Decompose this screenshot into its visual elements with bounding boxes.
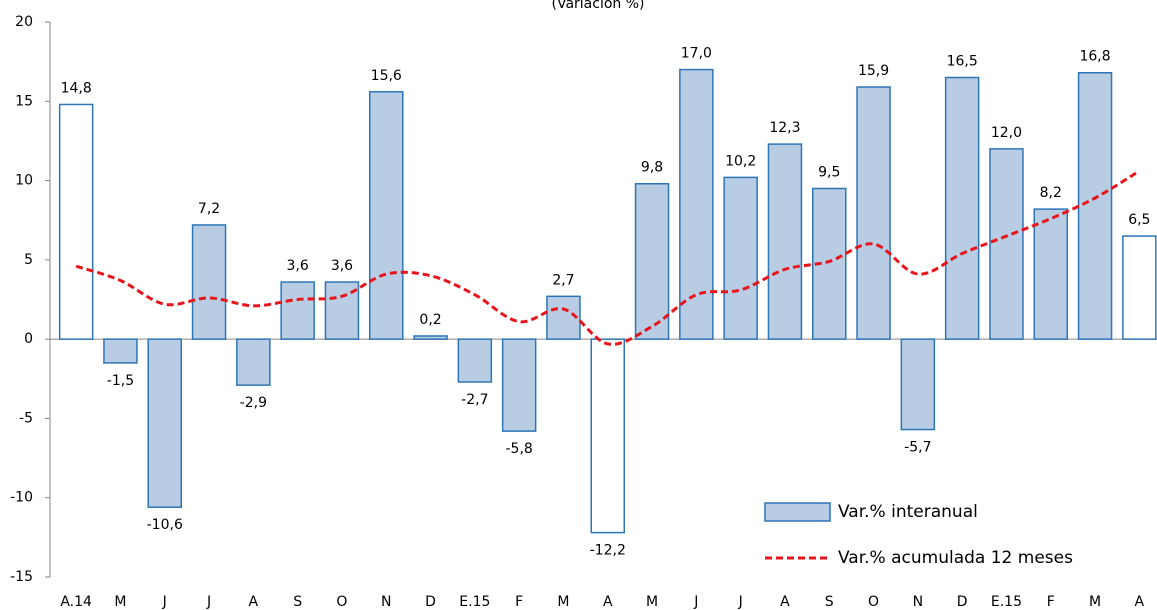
y-tick-label: -5 xyxy=(19,410,33,426)
x-tick-label: M xyxy=(646,594,658,610)
x-tick-label: J xyxy=(693,594,698,610)
bar xyxy=(723,176,758,340)
bar xyxy=(413,335,448,340)
y-tick-label: 20 xyxy=(15,14,33,30)
x-tick-label: S xyxy=(293,594,302,610)
data-label: 6,5 xyxy=(1128,212,1150,228)
y-tick-label: -15 xyxy=(10,569,33,585)
bar xyxy=(856,86,891,340)
x-tick-label: J xyxy=(738,594,743,610)
data-label: 16,5 xyxy=(947,54,978,70)
x-tick-label: J xyxy=(206,594,211,610)
data-label: -5,7 xyxy=(904,440,931,456)
x-tick-label: A xyxy=(1135,594,1145,610)
x-tick-label: A xyxy=(249,594,259,610)
y-tick-label: 10 xyxy=(15,173,33,189)
data-label: 8,2 xyxy=(1040,185,1062,201)
bar xyxy=(457,338,493,383)
x-tick-label: N xyxy=(913,594,923,610)
x-tick-label: A.14 xyxy=(60,594,92,610)
bar xyxy=(900,338,936,431)
y-tick-label: -10 xyxy=(10,490,33,506)
bar xyxy=(1077,71,1113,340)
legend-swatch xyxy=(764,502,831,522)
bar xyxy=(989,148,1024,340)
y-tick-label: 0 xyxy=(24,331,33,347)
bar xyxy=(1122,235,1157,340)
legend-label: Var.% acumulada 12 meses xyxy=(838,548,1073,568)
bar xyxy=(1033,208,1068,340)
x-tick-label: O xyxy=(868,594,879,610)
data-label: 12,3 xyxy=(769,120,800,136)
data-label: -10,6 xyxy=(147,517,183,533)
x-tick-label: E.15 xyxy=(991,594,1022,610)
x-tick-label: A xyxy=(780,594,790,610)
data-label: 2,7 xyxy=(552,272,574,288)
data-label: 12,0 xyxy=(991,125,1022,141)
x-tick-label: A xyxy=(603,594,613,610)
data-label: 15,6 xyxy=(371,68,402,84)
y-tick-label: 15 xyxy=(15,93,33,109)
data-label: 15,9 xyxy=(858,63,889,79)
data-label: -2,7 xyxy=(461,392,488,408)
x-tick-label: D xyxy=(957,594,968,610)
data-label: -12,2 xyxy=(590,543,626,559)
chart-title: (Variación %) xyxy=(552,0,645,12)
data-label: -5,8 xyxy=(505,441,532,457)
data-label: 17,0 xyxy=(681,46,712,62)
x-tick-label: M xyxy=(1089,594,1101,610)
bar xyxy=(767,143,803,340)
bar xyxy=(58,103,94,340)
data-label: 3,6 xyxy=(331,258,353,274)
bar xyxy=(236,338,271,386)
bar xyxy=(812,187,847,340)
data-label: 16,8 xyxy=(1079,49,1110,65)
bar xyxy=(634,182,670,340)
x-tick-label: S xyxy=(825,594,834,610)
legend-label: Var.% interanual xyxy=(838,502,978,522)
bar xyxy=(501,338,537,432)
x-tick-label: F xyxy=(1047,594,1055,610)
x-tick-label: M xyxy=(557,594,569,610)
data-label: -2,9 xyxy=(240,395,267,411)
data-label: 0,2 xyxy=(419,312,441,328)
bar xyxy=(546,295,581,340)
x-tick-label: J xyxy=(162,594,167,610)
line xyxy=(75,169,1141,346)
x-tick-label: E.15 xyxy=(459,594,490,610)
data-label: 9,8 xyxy=(641,160,663,176)
data-label: 3,6 xyxy=(287,258,309,274)
x-tick-label: F xyxy=(515,594,523,610)
bar xyxy=(679,68,714,340)
data-label: -1,5 xyxy=(107,373,134,389)
x-tick-label: M xyxy=(114,594,126,610)
x-tick-label: D xyxy=(425,594,436,610)
bar xyxy=(944,76,980,340)
data-label: 10,2 xyxy=(725,153,756,169)
bar xyxy=(590,338,625,534)
bar xyxy=(103,338,138,364)
bar xyxy=(191,224,227,340)
bar xyxy=(147,338,182,508)
data-label: 14,8 xyxy=(61,80,92,96)
x-tick-label: O xyxy=(336,594,347,610)
bar xyxy=(369,91,404,340)
data-label: 7,2 xyxy=(198,201,220,217)
data-label: 9,5 xyxy=(818,165,840,181)
x-tick-label: N xyxy=(381,594,391,610)
bar xyxy=(280,281,315,340)
y-tick-label: 5 xyxy=(24,252,33,268)
